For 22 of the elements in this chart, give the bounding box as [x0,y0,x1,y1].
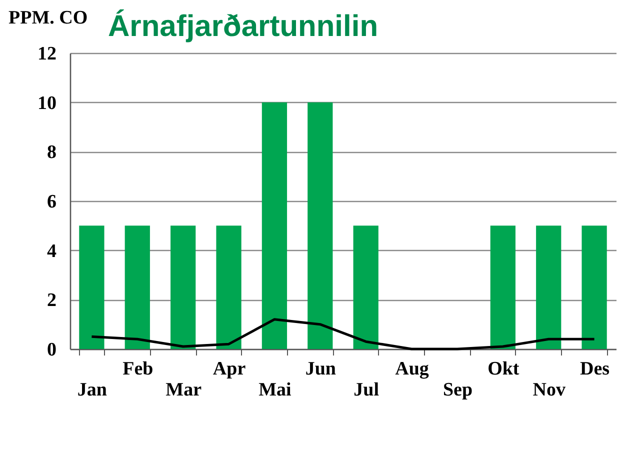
x-tick-label: Okt [488,358,520,380]
y-tick-label: 0 [47,340,56,360]
x-tick-label: Mai [258,380,292,400]
y-tick-label: 10 [38,92,56,114]
y-axis-title: PPM. CO [8,8,88,28]
y-tick-label: 4 [47,240,57,262]
x-tick-label: Jun [305,358,336,380]
x-tick-label: Feb [122,358,154,380]
line-series [90,318,596,350]
x-tick-label: Mar [166,380,202,400]
x-tick-label: Apr [212,358,246,380]
x-tick-label: Jan [77,380,108,400]
y-tick-label: 6 [47,192,56,212]
x-tick-label: Aug [395,358,430,380]
y-tick-label: 12 [38,44,56,64]
chart-title: Árnafjarðartunnilin [108,9,378,43]
y-tick-label: 2 [47,290,56,312]
x-tick-label: Jul [354,380,380,400]
x-tick-label: Nov [532,380,566,400]
y-tick-label: 8 [47,142,56,164]
x-tick-label: Sep [442,380,473,400]
x-tick-label: Des [580,358,610,380]
